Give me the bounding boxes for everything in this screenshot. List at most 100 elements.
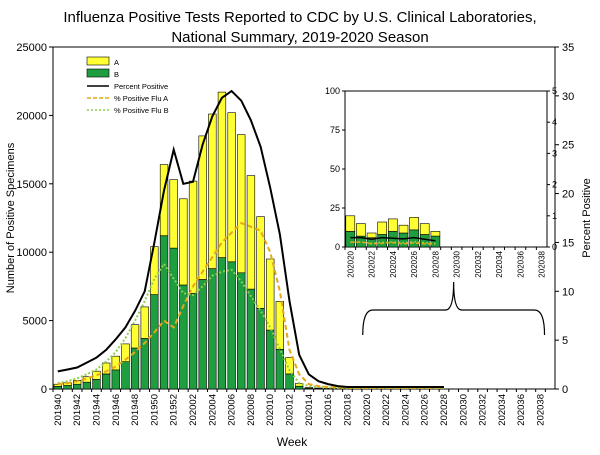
- chart-title-line1: Influenza Positive Tests Reported to CDC…: [63, 9, 536, 26]
- x-axis-label: Week: [277, 435, 308, 449]
- bar-flu-a: [247, 176, 255, 290]
- x-tick-label: 202018: [342, 394, 353, 426]
- bar-flu-a: [180, 199, 188, 285]
- bar-flu-b: [54, 386, 62, 389]
- legend-swatch-flu-b: [87, 69, 109, 77]
- bar-flu-b: [247, 289, 255, 389]
- bar-flu-b: [122, 362, 130, 389]
- bar-flu-a: [141, 307, 149, 339]
- legend-label-flu-b: B: [114, 70, 119, 79]
- x-tick-label: 202008: [246, 394, 257, 426]
- inset-bar-flu-b: [399, 233, 408, 247]
- bar-flu-a: [286, 358, 294, 374]
- y2-tick-label: 5: [562, 335, 568, 347]
- inset-y-tick-label: 75: [330, 125, 340, 135]
- x-tick-label: 202024: [400, 394, 411, 426]
- x-tick-label: 202004: [207, 394, 218, 426]
- bar-flu-b: [218, 258, 226, 389]
- inset-y2-tick-label: 3: [552, 148, 557, 158]
- y-tick-label: 10000: [16, 247, 47, 259]
- y2-tick-label: 20: [562, 189, 574, 201]
- y2-tick-label: 35: [562, 42, 574, 54]
- x-tick-label: 201940: [53, 394, 64, 426]
- y-tick-label: 20000: [16, 110, 47, 122]
- bar-flu-a: [276, 301, 284, 349]
- inset-bar-flu-a: [356, 224, 365, 237]
- x-tick-label: 202022: [381, 394, 392, 426]
- bar-flu-a: [237, 135, 245, 273]
- y2-tick-label: 15: [562, 237, 574, 249]
- legend-label-pct-flu-b: % Positive Flu B: [114, 106, 169, 115]
- inset-bar-flu-b: [420, 235, 429, 248]
- y-tick-label: 25000: [16, 42, 47, 54]
- inset-y-tick-label: 50: [330, 164, 340, 174]
- bar-flu-a: [266, 259, 274, 330]
- y-tick-label: 0: [41, 384, 47, 396]
- inset-y-tick-label: 100: [325, 86, 340, 96]
- inset-bar-flu-a: [410, 217, 419, 230]
- y2-tick-label: 30: [562, 91, 574, 103]
- inset-y2-tick-label: 5: [552, 86, 557, 96]
- inset-y2-tick-label: 1: [552, 211, 557, 221]
- x-tick-label: 202020: [362, 394, 373, 426]
- y2-tick-label: 0: [562, 384, 568, 396]
- bar-flu-a: [93, 371, 101, 379]
- inset-x-tick-label: 202020: [346, 250, 355, 277]
- x-tick-label: 201952: [169, 394, 180, 426]
- chart-title-line2: National Summary, 2019-2020 Season: [171, 29, 428, 46]
- x-tick-label: 202028: [439, 394, 450, 426]
- legend-label-flu-a: A: [114, 58, 119, 67]
- bar-flu-b: [112, 370, 120, 389]
- inset-bar-flu-a: [346, 216, 355, 232]
- inset-x-tick-label: 202034: [495, 250, 504, 277]
- inset-y-tick-label: 0: [335, 242, 340, 252]
- x-tick-label: 201944: [91, 394, 102, 426]
- bar-flu-b: [141, 338, 149, 389]
- bar-flu-b: [257, 308, 265, 389]
- x-tick-label: 202026: [420, 394, 431, 426]
- bar-flu-a: [189, 181, 197, 293]
- x-tick-label: 202016: [323, 394, 334, 426]
- inset-x-tick-label: 202036: [516, 250, 525, 277]
- legend-swatch-flu-a: [87, 57, 109, 65]
- y-axis-label: Number of Positive Specimens: [5, 142, 17, 293]
- bar-flu-b: [64, 386, 72, 389]
- bar-flu-b: [228, 262, 236, 389]
- bar-flu-a: [228, 113, 236, 262]
- inset-x-tick-label: 202022: [368, 250, 377, 277]
- x-tick-label: 201948: [130, 394, 141, 426]
- x-tick-label: 201950: [149, 394, 160, 426]
- x-tick-label: 202002: [188, 394, 199, 426]
- y2-tick-label: 25: [562, 140, 574, 152]
- x-tick-label: 202010: [265, 394, 276, 426]
- inset-x-tick-label: 202030: [453, 250, 462, 277]
- inset-x-tick-label: 202032: [474, 250, 483, 277]
- inset-bar-flu-a: [399, 225, 408, 233]
- y2-axis-label: Percent Positive: [581, 178, 593, 257]
- inset-x-tick-label: 202024: [389, 250, 398, 277]
- y-tick-label: 5000: [23, 316, 47, 328]
- bar-flu-b: [209, 269, 217, 389]
- bar-flu-b: [286, 374, 294, 389]
- bar-flu-a: [131, 325, 139, 348]
- inset-bar-flu-a: [367, 233, 376, 238]
- x-tick-label: 202006: [227, 394, 238, 426]
- y2-tick-label: 10: [562, 286, 574, 298]
- y-tick-label: 15000: [16, 179, 47, 191]
- inset-x-tick-label: 202038: [538, 250, 547, 277]
- bar-flu-a: [170, 180, 178, 248]
- bar-flu-b: [189, 293, 197, 389]
- bar-flu-b: [83, 382, 91, 389]
- x-tick-label: 202034: [497, 394, 508, 426]
- bar-flu-b: [73, 384, 81, 389]
- inset-bar-flu-a: [378, 222, 387, 235]
- inset-x-tick-label: 202028: [431, 250, 440, 277]
- bar-flu-b: [102, 374, 110, 389]
- inset-bar-flu-a: [431, 231, 440, 236]
- bar-flu-b: [295, 386, 303, 389]
- bar-flu-b: [199, 280, 207, 389]
- x-tick-label: 201946: [111, 394, 122, 426]
